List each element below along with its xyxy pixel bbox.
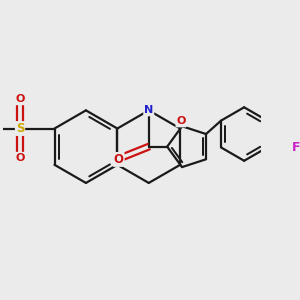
Text: O: O <box>15 94 25 104</box>
Text: N: N <box>144 105 153 116</box>
Text: F: F <box>292 141 300 154</box>
Text: O: O <box>176 116 186 127</box>
Text: O: O <box>114 153 124 166</box>
Text: O: O <box>15 153 25 163</box>
Text: S: S <box>16 122 24 135</box>
